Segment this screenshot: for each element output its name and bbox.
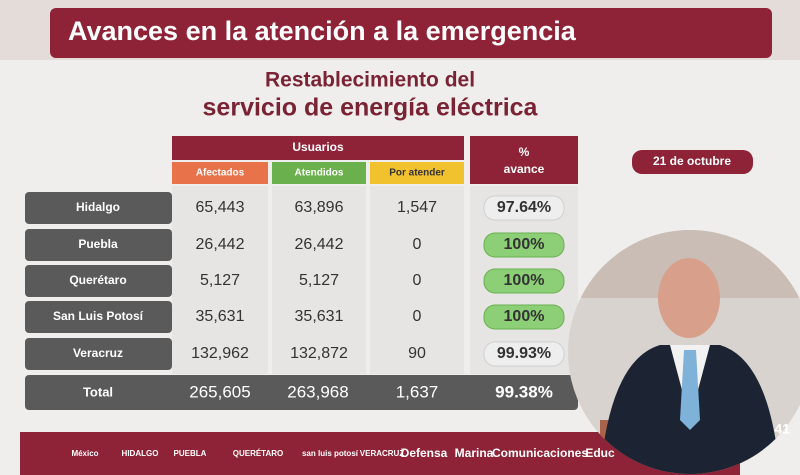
column-body <box>272 186 366 374</box>
cell: 26,442 <box>295 236 344 253</box>
total-cell: 1,637 <box>396 382 439 401</box>
cell: 0 <box>413 308 422 325</box>
total-cell: 99.38% <box>495 382 553 401</box>
footer-logo: HIDALGO <box>122 449 159 458</box>
footer-logo: VERACRUZ <box>360 449 405 458</box>
cell: 5,127 <box>299 272 339 289</box>
cell: 35,631 <box>295 308 344 325</box>
percent: 100% <box>504 236 545 253</box>
date-pill <box>632 150 753 174</box>
cell: 63,896 <box>295 199 344 216</box>
row-label-box <box>25 301 172 333</box>
percent: 100% <box>504 272 545 289</box>
cell: 26,442 <box>196 236 245 253</box>
percent-pill <box>483 195 565 221</box>
row-label-box <box>25 338 172 370</box>
cell: 1,547 <box>397 199 437 216</box>
title: Avances en la atención a la emergencia <box>68 16 577 46</box>
footer-logo: Comunicaciones <box>492 446 588 460</box>
column-header <box>370 162 464 184</box>
row-label: San Luis Potosí <box>53 309 144 323</box>
percent: 99.93% <box>497 345 551 362</box>
total-cell: 265,605 <box>189 382 250 401</box>
percent-pill <box>483 304 565 330</box>
percent-header-text: avance <box>504 162 545 176</box>
cell: 5,127 <box>200 272 240 289</box>
footer-logo: san luis potosí <box>302 449 359 458</box>
footer-logo: PUEBLA <box>174 449 207 458</box>
percent: 97.64% <box>497 199 551 216</box>
row-label: Puebla <box>78 237 118 251</box>
total-cell: 263,968 <box>287 382 348 401</box>
row-label: Querétaro <box>69 273 126 287</box>
footer-logo: México <box>71 449 98 458</box>
cell: 35,631 <box>196 308 245 325</box>
footer-logo: Defensa <box>401 446 448 460</box>
row-label-box <box>25 229 172 261</box>
cell: 90 <box>408 345 426 362</box>
footer-logo: Educ <box>585 446 615 460</box>
total-row <box>25 375 578 410</box>
column-header-text: Atendidos <box>295 168 344 179</box>
page-number: 41 <box>774 421 790 437</box>
column-body <box>370 186 464 374</box>
column-header-text: Por atender <box>389 168 445 179</box>
subtitle: servicio de energía eléctrica <box>203 94 539 122</box>
row-label-box <box>25 192 172 224</box>
percent-pill <box>483 268 565 294</box>
row-label: Hidalgo <box>76 200 120 214</box>
percent: 100% <box>504 308 545 325</box>
date: 21 de octubre <box>653 154 731 168</box>
column-header-text: Afectados <box>196 168 245 179</box>
percent-header-text: % <box>519 145 530 159</box>
cell: 65,443 <box>196 199 245 216</box>
column-header <box>172 162 268 184</box>
footer-logo: QUERÉTARO <box>233 449 284 458</box>
cell: 0 <box>413 236 422 253</box>
percent-pill <box>483 232 565 258</box>
subtitle: Restablecimiento del <box>265 69 475 92</box>
row-label: Veracruz <box>73 346 123 360</box>
head <box>658 258 720 338</box>
row-label-box <box>25 265 172 297</box>
column-body <box>172 186 268 374</box>
footer-logo: Marina <box>455 446 494 460</box>
percent-pill <box>483 341 565 367</box>
title-bar <box>50 8 772 58</box>
cell: 132,872 <box>290 345 348 362</box>
percent-header <box>470 136 578 184</box>
cell: 132,962 <box>191 345 249 362</box>
tie <box>680 350 700 430</box>
cell: 0 <box>413 272 422 289</box>
total-label: Total <box>83 384 113 399</box>
group-header <box>172 136 464 160</box>
column-header <box>272 162 366 184</box>
group-header-text: Usuarios <box>292 140 344 154</box>
